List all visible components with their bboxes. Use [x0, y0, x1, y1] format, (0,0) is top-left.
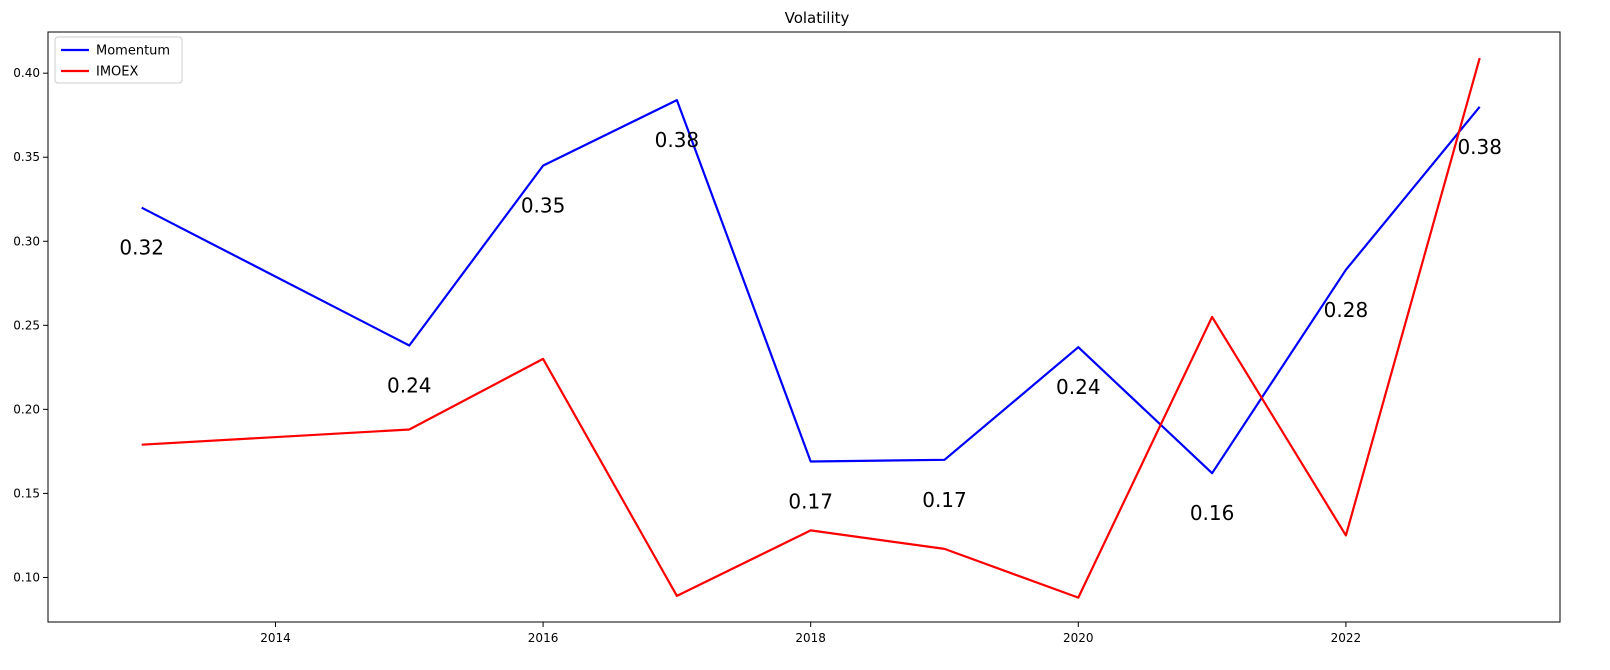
- data-label: 0.28: [1324, 298, 1369, 322]
- y-tick-label: 0.30: [13, 234, 40, 248]
- data-label: 0.17: [922, 488, 967, 512]
- data-label: 0.24: [387, 373, 432, 397]
- chart-title: Volatility: [785, 9, 850, 27]
- legend-label: Momentum: [96, 44, 170, 59]
- data-label: 0.16: [1190, 501, 1235, 525]
- legend-label: IMOEX: [96, 65, 138, 80]
- data-label: 0.38: [1457, 135, 1502, 159]
- y-tick-label: 0.35: [13, 150, 40, 164]
- legend: Momentum IMOEX: [54, 36, 183, 84]
- y-tick-label: 0.25: [13, 318, 40, 332]
- data-label: 0.17: [788, 489, 833, 513]
- y-tick-label: 0.15: [13, 486, 40, 500]
- data-label: 0.24: [1056, 375, 1101, 399]
- x-tick-label: 2016: [528, 631, 559, 645]
- x-tick-label: 2014: [260, 631, 291, 645]
- data-label: 0.35: [521, 194, 566, 218]
- series-line-imoex: [141, 57, 1481, 599]
- y-tick-label: 0.20: [13, 402, 40, 416]
- x-tick-label: 2022: [1331, 631, 1362, 645]
- x-tick-label: 2020: [1063, 631, 1094, 645]
- plot-frame: [47, 31, 1561, 623]
- y-tick-label: 0.40: [13, 66, 40, 80]
- data-label: 0.38: [655, 128, 700, 152]
- y-tick-label: 0.10: [13, 570, 40, 584]
- plot-area: 2014 2016 2018 2020 2022 0.10 0.15 0.20 0.25 0.30…: [13, 57, 1502, 645]
- data-label: 0.32: [119, 236, 164, 260]
- series-line-momentum: [141, 98, 1481, 475]
- x-tick-label: 2018: [795, 631, 826, 645]
